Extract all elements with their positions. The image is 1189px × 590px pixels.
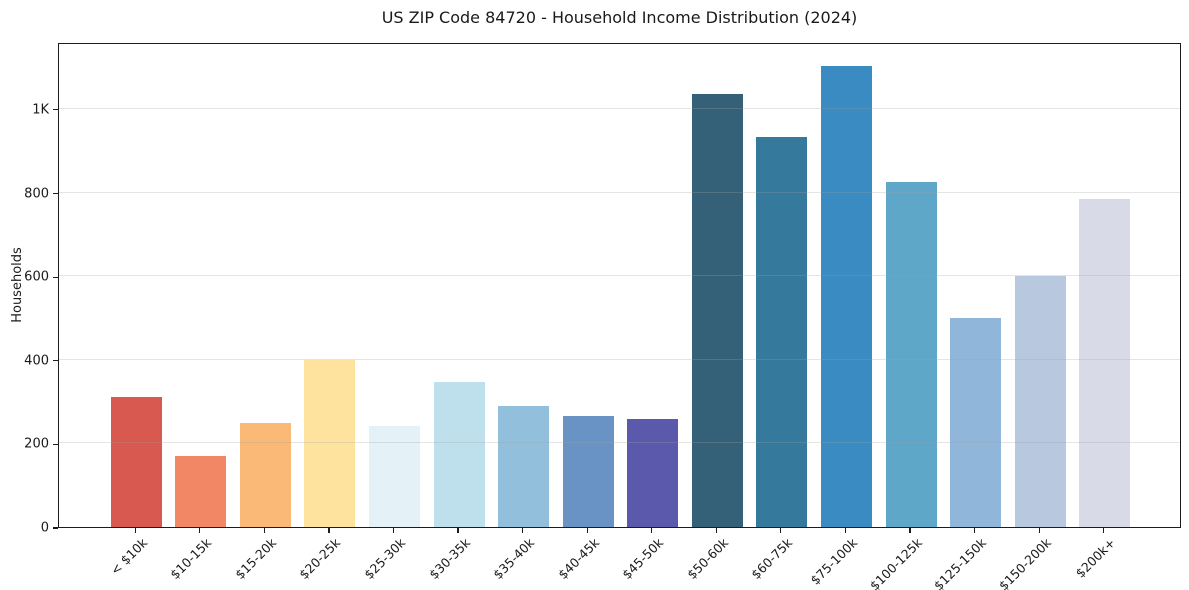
y-tick bbox=[53, 443, 58, 445]
y-tick-label: 200 bbox=[24, 436, 49, 452]
bar bbox=[175, 455, 227, 527]
y-tick bbox=[53, 276, 58, 278]
bar bbox=[627, 419, 679, 527]
x-tick-label: $125-150k bbox=[930, 535, 990, 590]
bar bbox=[950, 317, 1002, 527]
x-tick bbox=[715, 528, 717, 533]
gridline bbox=[59, 275, 1180, 277]
bar bbox=[110, 397, 162, 527]
y-tick-label: 1K bbox=[32, 102, 49, 118]
x-tick bbox=[1038, 528, 1040, 533]
x-tick bbox=[973, 528, 976, 533]
x-tick bbox=[199, 528, 201, 533]
x-tick-label: $40-45k bbox=[554, 535, 602, 583]
x-tick-label: $25-30k bbox=[361, 535, 409, 583]
chart-title: US ZIP Code 84720 - Household Income Dis… bbox=[381, 8, 858, 27]
x-tick bbox=[392, 528, 395, 533]
bar bbox=[820, 65, 872, 527]
x-tick bbox=[457, 528, 459, 533]
x-tick bbox=[1103, 528, 1105, 533]
bar bbox=[498, 405, 550, 527]
y-tick-label: 800 bbox=[24, 186, 49, 202]
bar bbox=[756, 136, 808, 527]
y-tick bbox=[53, 527, 58, 529]
y-tick-label: 0 bbox=[40, 520, 49, 536]
x-tick bbox=[909, 528, 911, 533]
gridline bbox=[59, 442, 1180, 444]
x-tick-label: $50-60k bbox=[683, 535, 731, 583]
x-tick-label: $35-40k bbox=[490, 535, 538, 583]
bar bbox=[691, 94, 743, 527]
x-tick-label: $100-125k bbox=[866, 535, 925, 590]
x-tick bbox=[844, 528, 847, 533]
x-tick-label: $75-100k bbox=[807, 535, 861, 588]
y-tick bbox=[53, 192, 58, 195]
x-tick bbox=[134, 528, 136, 533]
x-tick-label: $20-25k bbox=[296, 535, 344, 583]
bar bbox=[1014, 276, 1066, 527]
x-tick bbox=[586, 528, 588, 533]
bar bbox=[885, 182, 937, 527]
x-tick-label: $30-35k bbox=[425, 535, 473, 583]
gridline bbox=[59, 191, 1180, 193]
y-tick bbox=[53, 109, 58, 111]
x-tick-label: $200k+ bbox=[1072, 535, 1119, 581]
x-tick-label: $45-50k bbox=[619, 535, 667, 583]
bar bbox=[1079, 198, 1131, 527]
x-tick bbox=[522, 528, 524, 533]
x-tick-label: $10-15k bbox=[167, 535, 215, 583]
plot-area bbox=[58, 43, 1181, 528]
x-tick bbox=[780, 528, 782, 533]
bar bbox=[239, 423, 291, 527]
x-tick-label: < $10k bbox=[107, 535, 150, 578]
x-tick bbox=[328, 528, 330, 533]
bar bbox=[433, 381, 485, 527]
bar bbox=[304, 359, 356, 527]
y-tick-label: 400 bbox=[24, 353, 49, 369]
x-tick bbox=[651, 528, 653, 533]
x-tick-label: $15-20k bbox=[231, 535, 280, 583]
gridline bbox=[59, 107, 1180, 109]
x-tick-label: $60-75k bbox=[748, 535, 796, 583]
x-tick-label: $150-200k bbox=[995, 535, 1054, 590]
x-tick bbox=[263, 528, 265, 533]
bar bbox=[369, 425, 421, 527]
y-axis-label: Households bbox=[10, 247, 25, 323]
y-tick bbox=[53, 360, 58, 362]
y-tick-label: 600 bbox=[24, 269, 49, 285]
gridline bbox=[59, 358, 1180, 360]
bar bbox=[562, 415, 614, 527]
